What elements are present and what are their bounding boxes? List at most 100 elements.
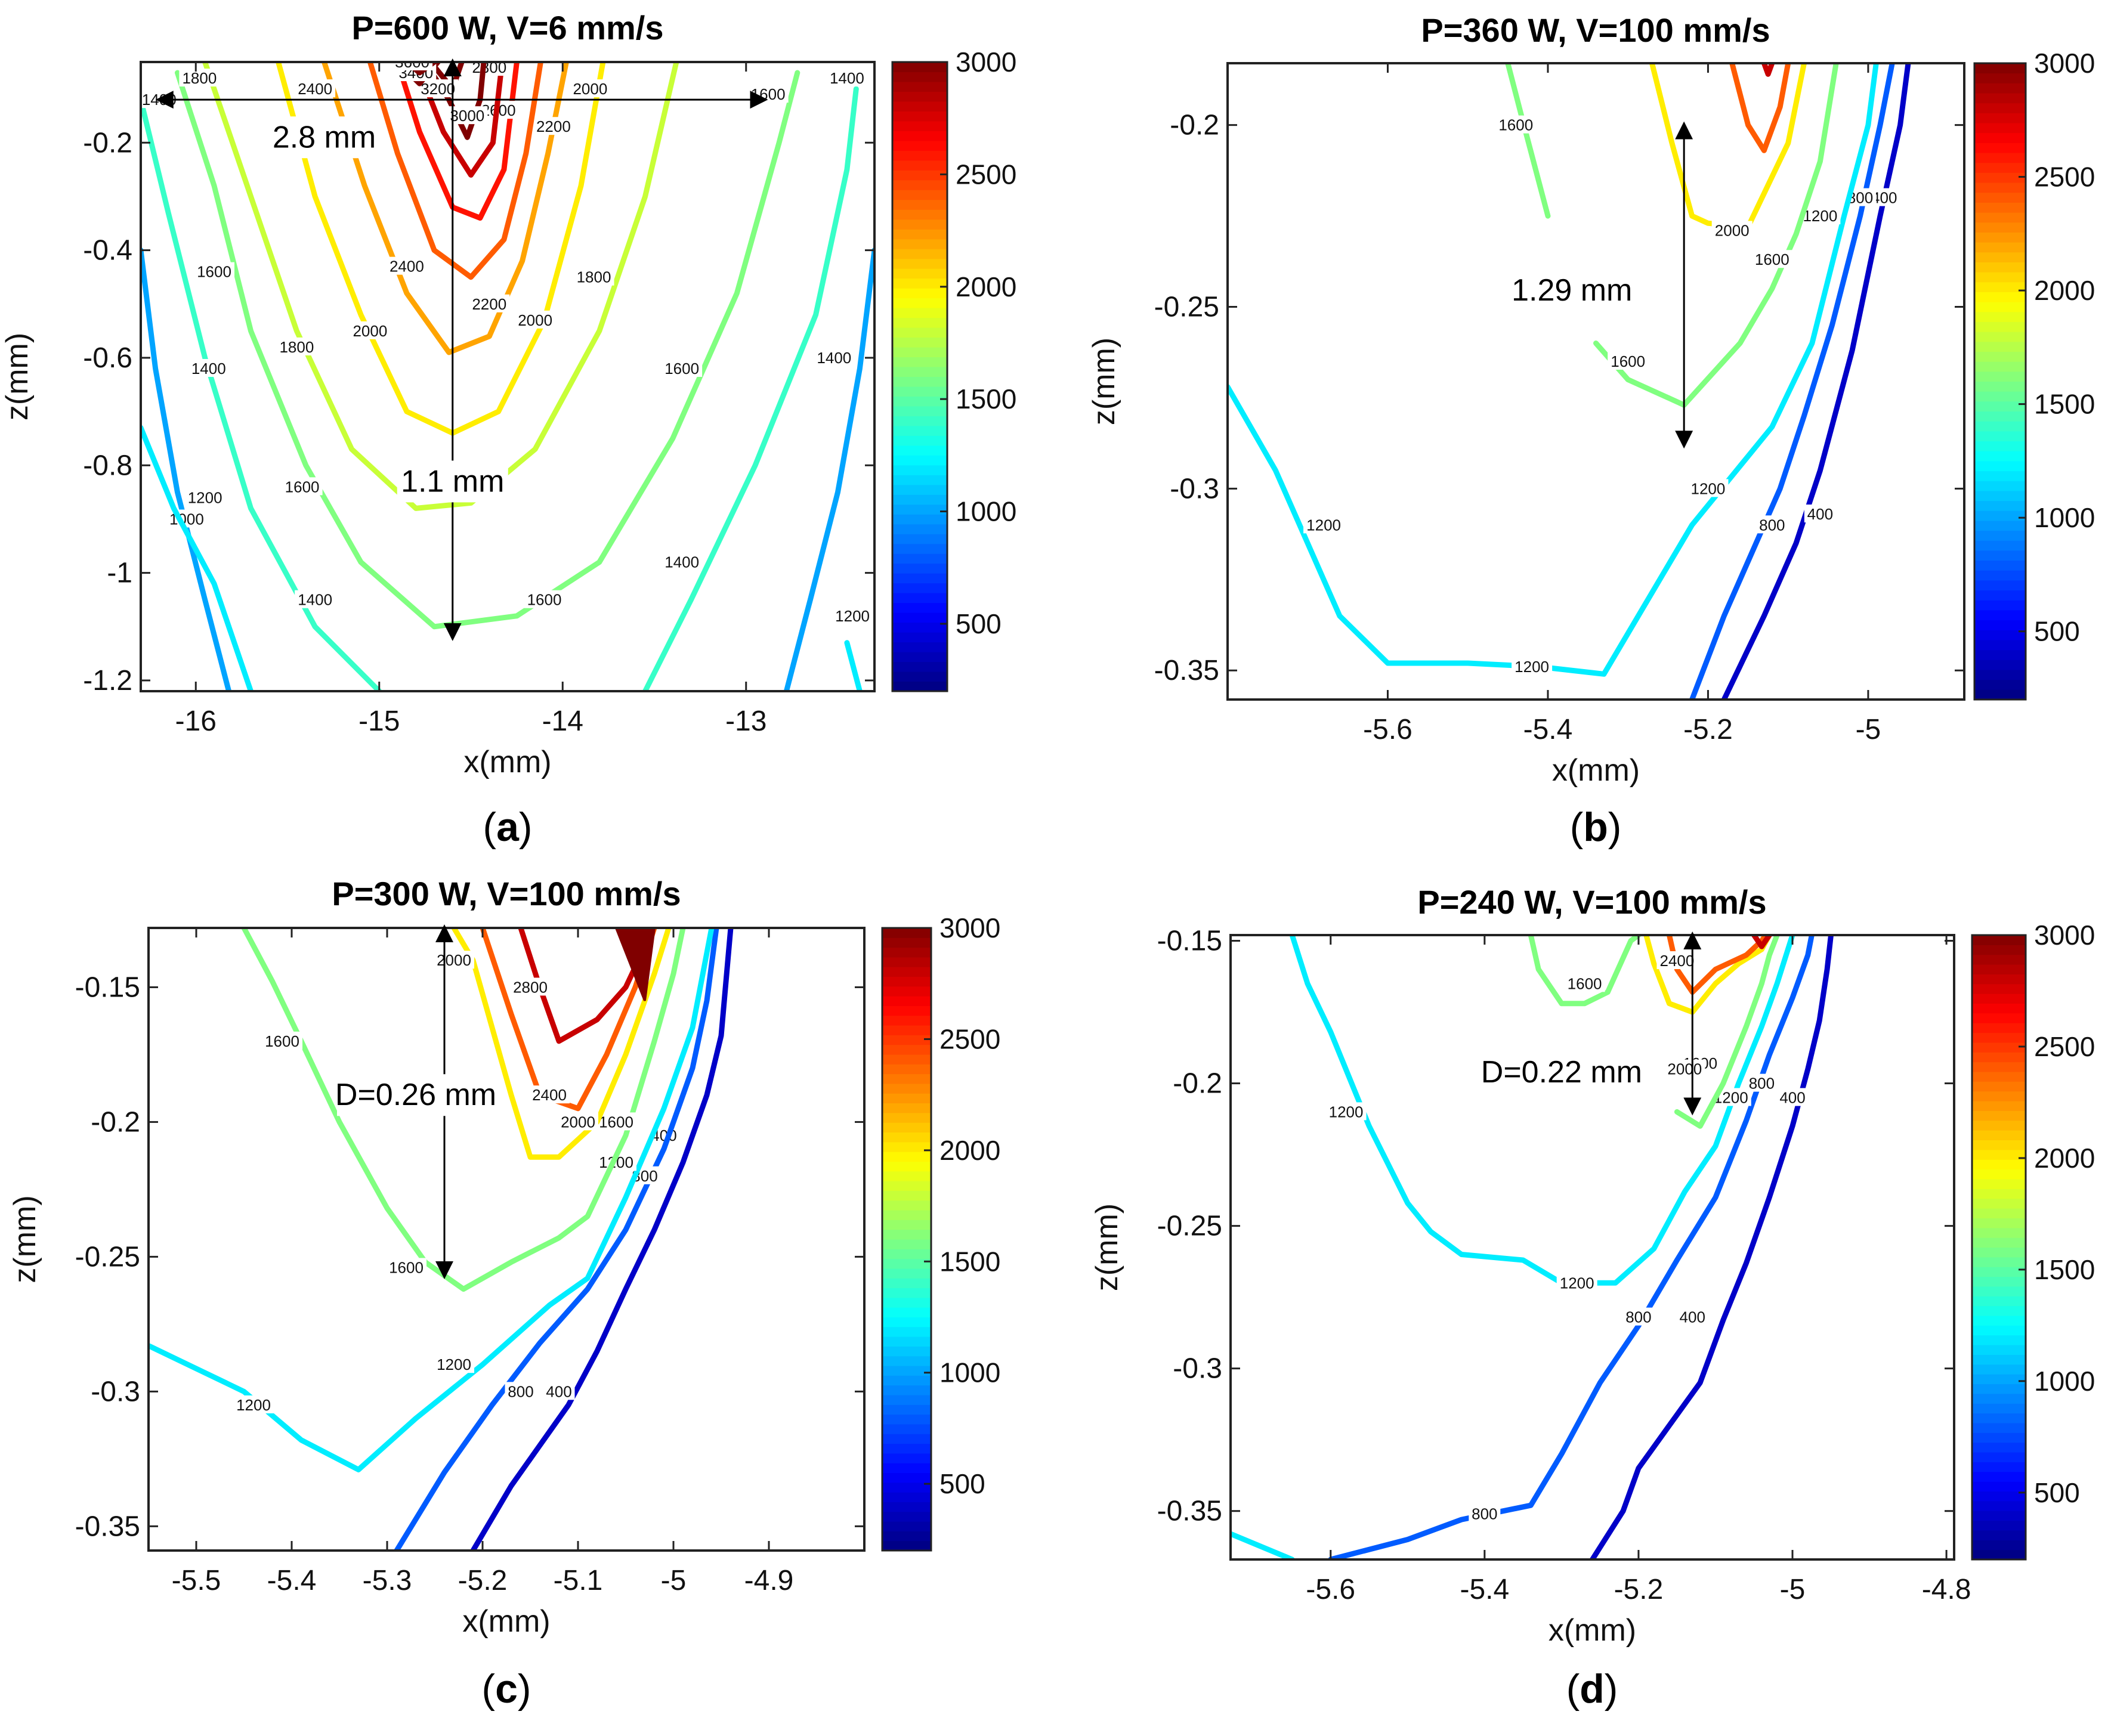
panel-letter-id: c (495, 1666, 518, 1712)
colorbar-step (892, 573, 947, 584)
x-tick-label: -14 (542, 705, 583, 737)
colorbar-step (1974, 122, 2026, 134)
colorbar-tick-label: 3000 (956, 47, 1016, 78)
colorbar-step (892, 268, 947, 279)
contour-label: 1600 (1611, 352, 1645, 370)
colorbar-step (882, 1404, 931, 1415)
colorbar-step (882, 1258, 931, 1269)
annotation-label: D=0.26 mm (335, 1078, 496, 1112)
colorbar-step (882, 1025, 931, 1035)
contour-line-2000 (1643, 935, 1772, 1015)
panel-letter-close: ) (1608, 804, 1622, 850)
contour-label: 2000 (1715, 221, 1750, 239)
x-axis-label: x(mm) (1552, 753, 1640, 788)
contour-line-1000 (141, 247, 232, 691)
contour-label-bg (814, 348, 855, 366)
colorbar-step (892, 592, 947, 604)
x-tick-label: -5.3 (363, 1565, 412, 1596)
colorbar-step (1972, 1344, 2026, 1355)
contour-line-1600 (241, 928, 686, 1292)
contour-label: 1600 (664, 360, 699, 377)
colorbar-step (1974, 132, 2026, 143)
contour-line-2600 (395, 62, 520, 221)
colorbar-step (892, 278, 947, 289)
colorbar-tick-label: 500 (939, 1468, 985, 1499)
contour-label: 3200 (421, 80, 455, 98)
contour-line-2200 (322, 62, 569, 355)
colorbar-tick-label: 3000 (2034, 920, 2095, 951)
colorbar-step (882, 1112, 931, 1123)
colorbar-step (882, 1530, 931, 1542)
measurement-annotation: 1.1 mm (397, 58, 508, 641)
x-axis-label: x(mm) (1549, 1613, 1636, 1648)
contour-label-bg (350, 321, 391, 339)
panel-letter-close: ) (519, 804, 533, 850)
x-tick-label: -5.2 (1683, 714, 1733, 745)
colorbar-step (882, 1122, 931, 1133)
colorbar-step (882, 1511, 931, 1522)
colorbar-step (1974, 321, 2026, 332)
colorbar-step (1974, 82, 2026, 94)
colorbar-step (1972, 1432, 2026, 1443)
contour-line-1200 (141, 425, 254, 691)
colorbar-step (882, 986, 931, 997)
contour-label: 400 (1779, 1089, 1805, 1107)
contour-label: 1600 (197, 263, 231, 281)
colorbar-tick-label: 500 (2034, 1477, 2080, 1508)
colorbar-tick-label: 1500 (2034, 389, 2095, 420)
colorbar-step (1974, 92, 2026, 104)
colorbar-step (892, 71, 947, 82)
colorbar-step (892, 180, 947, 190)
contour-label: 1800 (182, 69, 217, 87)
contour-label-bg (543, 1382, 575, 1400)
y-tick-label: -0.2 (1170, 110, 1219, 141)
colorbar-step (1974, 420, 2026, 432)
annotation-label: 2.8 mm (273, 120, 376, 154)
colorbar-step (1974, 471, 2026, 481)
colorbar-step (1974, 152, 2026, 163)
y-tick-label: -0.25 (75, 1241, 140, 1273)
colorbar-step (892, 435, 947, 446)
contour-label-bg (1804, 505, 1836, 523)
colorbar-step (1974, 500, 2026, 511)
colorbar-step (1974, 550, 2026, 561)
colorbar-step (892, 199, 947, 210)
colorbar-step (1972, 1178, 2026, 1189)
colorbar-step (1974, 450, 2026, 462)
contour-line-1600 (1528, 935, 1642, 1007)
colorbar-step (1974, 311, 2026, 322)
contour-label-bg (392, 62, 433, 70)
colorbar-step (1972, 973, 2026, 985)
contour-group: 4004008008001200120012001600160016002000… (149, 928, 734, 1551)
colorbar-step (1974, 431, 2026, 442)
contour-label: 2000 (437, 951, 471, 969)
colorbar-step (1972, 1217, 2026, 1228)
colorbar-step (1972, 1335, 2026, 1345)
colorbar-step (882, 1161, 931, 1172)
colorbar-step (1974, 480, 2026, 491)
axes-frame (1226, 62, 1965, 701)
colorbar-step (1972, 1276, 2026, 1287)
colorbar-step (892, 239, 947, 249)
colorbar-step (1974, 590, 2026, 601)
colorbar: 500 1000 1500 2000 2500 3000 (1973, 48, 2095, 701)
colorbar-step (1974, 341, 2026, 352)
colorbar-step (892, 130, 947, 141)
contour-label: 2000 (561, 1113, 595, 1131)
contour-label-bg (184, 488, 225, 506)
contour-label-bg (434, 1355, 474, 1373)
colorbar-step (892, 160, 947, 171)
contour-line-1600 (1674, 935, 1780, 1129)
colorbar-step (882, 1239, 931, 1249)
colorbar-step (1972, 1315, 2026, 1326)
contour-label: 1200 (236, 1396, 271, 1414)
axes-frame (147, 927, 866, 1552)
contour-label-bg (1751, 250, 1792, 268)
panel-title: P=600 W, V=6 mm/s (352, 9, 664, 47)
colorbar-step (892, 425, 947, 436)
colorbar-step (1974, 222, 2026, 233)
contour-label: 2800 (513, 978, 548, 996)
colorbar-frame (891, 61, 948, 692)
colorbar-step (882, 1248, 931, 1260)
